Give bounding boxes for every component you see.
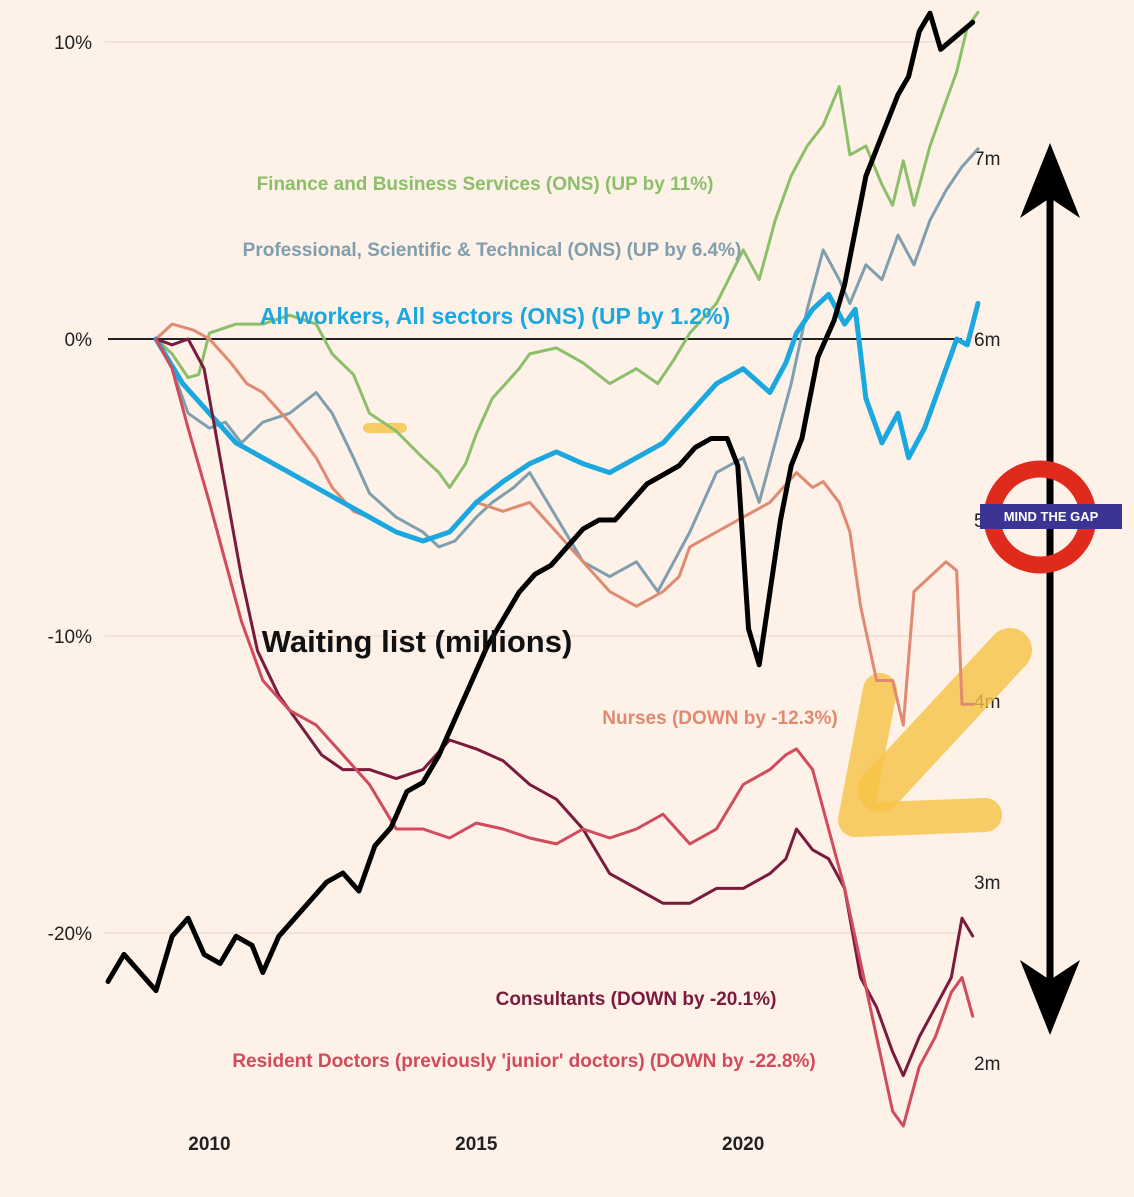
x-tick-label: 2015 [455,1134,498,1155]
finance-series-label: Finance and Business Services (ONS) (UP … [257,174,714,195]
left-tick-label: -20% [48,924,92,945]
all-workers-series-label: All workers, All sectors (ONS) (UP by 1.… [260,303,730,329]
resident-series-line [154,337,975,1128]
left-axis-ticks: 10% 0% -10% -20% [48,33,92,945]
professional-series-line [154,147,980,593]
right-tick-label: 7m [974,149,1000,170]
gap-double-arrow [1020,143,1080,1035]
waiting-series-line [105,10,976,994]
consultants-series-line [154,337,975,1078]
nurses-series-label: Nurses (DOWN by -12.3%) [602,708,837,729]
right-tick-label: 2m [974,1054,1000,1075]
finance-series-line [154,10,980,489]
highlight-arrow-head [838,673,1002,837]
right-tick-label: 6m [974,330,1000,351]
left-tick-label: 0% [65,330,93,351]
x-tick-label: 2020 [722,1134,764,1155]
mind-the-gap-roundel: MIND THE GAP [980,460,1122,574]
resident-doctors-series-label: Resident Doctors (previously 'junior' do… [232,1051,815,1072]
left-tick-label: -10% [48,627,92,648]
professional-series-label: Professional, Scientific & Technical (ON… [243,240,742,261]
consultants-series-label: Consultants (DOWN by -20.1%) [496,989,777,1010]
all_workers-series-line [153,291,981,544]
waiting-list-series-label: Waiting list (millions) [262,624,573,659]
x-axis-ticks: 2010 2015 2020 [188,1134,764,1155]
x-tick-label: 2010 [188,1134,230,1155]
nurses-series-line [154,322,975,727]
highlight-arrow-shaft [858,628,1032,812]
left-tick-label: 10% [54,33,92,54]
mind-the-gap-text: MIND THE GAP [1004,509,1099,524]
right-tick-label: 3m [974,873,1000,894]
right-axis-ticks: 7m6m5m4m3m2m [974,149,1000,1075]
series-lines [105,10,981,1128]
